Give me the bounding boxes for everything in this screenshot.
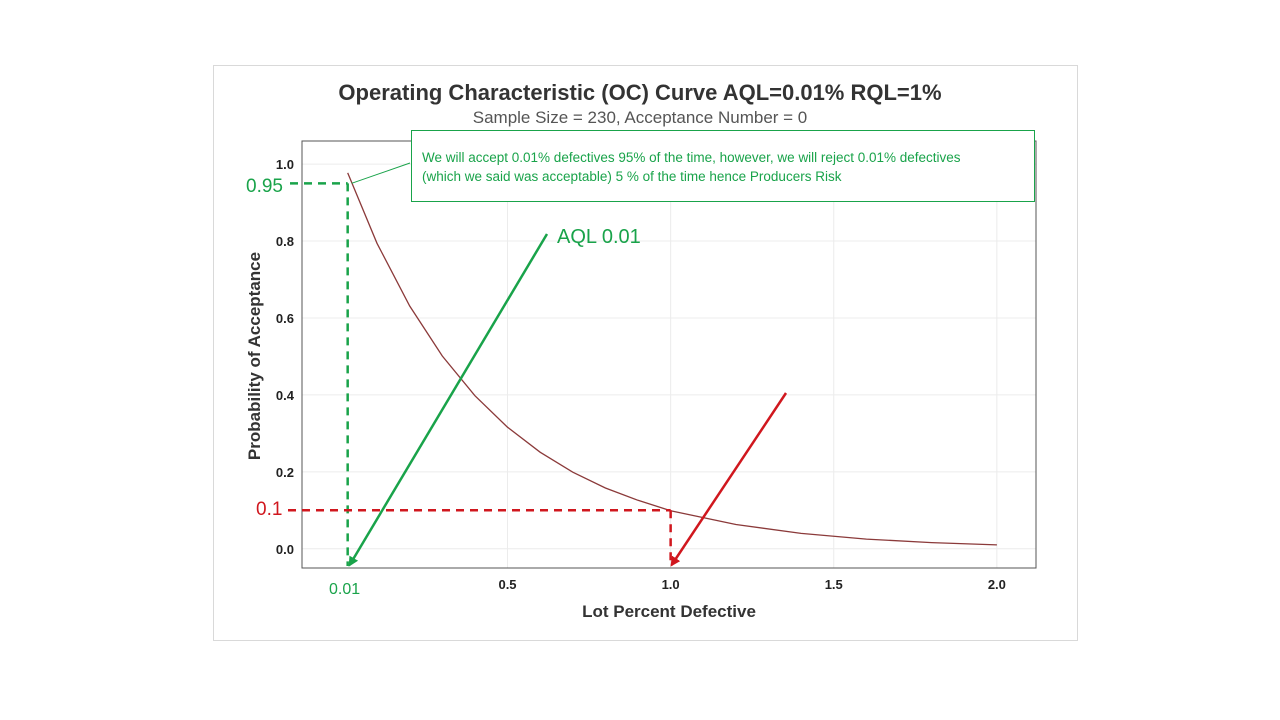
tick-labels: 0.5 1.0 1.5 2.0 0.0 0.2 0.4 0.6 0.8 1.0 [276, 157, 1006, 592]
y-axis-label: Probability of Acceptance [245, 252, 264, 460]
plot-area [301, 140, 1037, 569]
aql-arrow [348, 233, 549, 567]
x-tick-label: 2.0 [988, 577, 1006, 592]
annotation-0.1: 0.1 [256, 499, 282, 520]
y-tick-label: 0.2 [276, 465, 294, 480]
producers-risk-callout: We will accept 0.01% defectives 95% of t… [411, 130, 1035, 202]
chart-title: Operating Characteristic (OC) Curve AQL=… [338, 80, 942, 105]
y-tick-label: 1.0 [276, 157, 294, 172]
x-tick-label: 1.0 [662, 577, 680, 592]
callout-line-2: (which we said was acceptable) 5 % of th… [422, 169, 842, 184]
y-tick-label: 0.0 [276, 542, 294, 557]
x-axis-label: Lot Percent Defective [582, 602, 756, 621]
x-tick-label: 0.5 [498, 577, 516, 592]
y-tick-label: 0.8 [276, 234, 294, 249]
y-tick-label: 0.4 [276, 388, 295, 403]
annotation-aql: AQL 0.01 [557, 226, 641, 248]
guide-lines [288, 162, 788, 567]
rql-arrow [670, 392, 788, 567]
callout-line-1: We will accept 0.01% defectives 95% of t… [422, 150, 961, 165]
y-tick-label: 0.6 [276, 311, 294, 326]
oc-curve-line [347, 172, 997, 546]
annotation-x-0.01: 0.01 [329, 581, 360, 598]
grid-lines [302, 141, 1036, 568]
annotation-0.95: 0.95 [246, 176, 283, 197]
callout-leader [351, 162, 411, 184]
x-tick-label: 1.5 [825, 577, 843, 592]
chart-subtitle: Sample Size = 230, Acceptance Number = 0 [472, 108, 808, 127]
